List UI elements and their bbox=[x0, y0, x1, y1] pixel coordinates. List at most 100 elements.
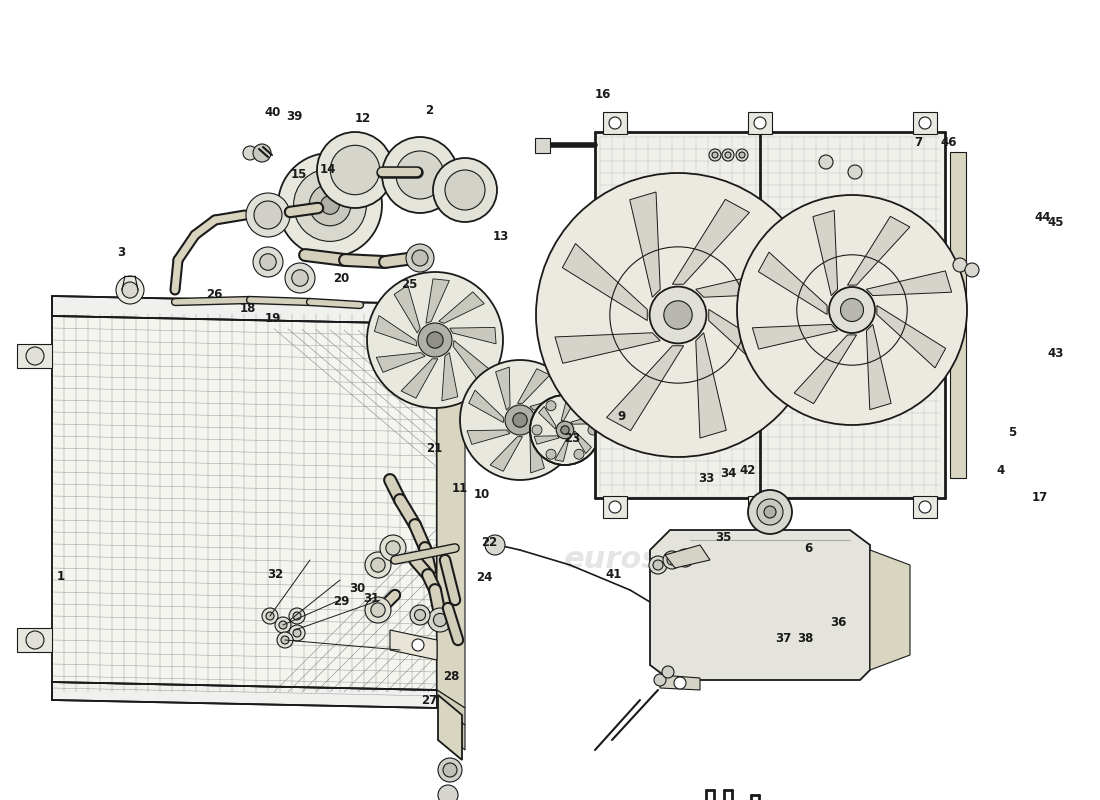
Polygon shape bbox=[530, 430, 544, 473]
Text: 37: 37 bbox=[776, 632, 791, 645]
Circle shape bbox=[320, 196, 340, 214]
Circle shape bbox=[561, 426, 569, 434]
Polygon shape bbox=[530, 395, 573, 410]
Circle shape bbox=[292, 270, 308, 286]
Circle shape bbox=[609, 117, 622, 129]
Bar bbox=[535, 138, 550, 153]
Text: 22: 22 bbox=[482, 536, 497, 549]
Circle shape bbox=[663, 551, 681, 569]
Text: 45: 45 bbox=[1047, 216, 1065, 229]
Polygon shape bbox=[561, 398, 575, 421]
Text: 31: 31 bbox=[364, 592, 380, 605]
Circle shape bbox=[918, 117, 931, 129]
Polygon shape bbox=[847, 216, 910, 285]
Text: 20: 20 bbox=[333, 272, 349, 285]
Circle shape bbox=[820, 155, 833, 169]
Text: 28: 28 bbox=[443, 670, 459, 682]
Circle shape bbox=[748, 490, 792, 534]
Polygon shape bbox=[439, 292, 484, 323]
Polygon shape bbox=[491, 437, 522, 471]
Text: 41: 41 bbox=[606, 568, 621, 581]
Circle shape bbox=[609, 501, 622, 513]
Polygon shape bbox=[442, 353, 458, 401]
Polygon shape bbox=[394, 285, 420, 333]
Polygon shape bbox=[867, 271, 952, 296]
Circle shape bbox=[122, 282, 138, 298]
Circle shape bbox=[505, 405, 535, 435]
Circle shape bbox=[574, 401, 584, 410]
Circle shape bbox=[266, 612, 274, 620]
Polygon shape bbox=[437, 690, 465, 725]
Circle shape bbox=[653, 560, 663, 570]
Polygon shape bbox=[450, 327, 496, 344]
Text: 11: 11 bbox=[452, 482, 468, 494]
Circle shape bbox=[289, 625, 305, 641]
Polygon shape bbox=[517, 369, 550, 403]
Circle shape bbox=[764, 506, 776, 518]
Circle shape bbox=[428, 608, 452, 632]
Circle shape bbox=[662, 666, 674, 678]
Text: 42: 42 bbox=[740, 464, 756, 477]
Circle shape bbox=[418, 323, 452, 357]
Circle shape bbox=[410, 605, 430, 625]
Polygon shape bbox=[468, 430, 510, 445]
Circle shape bbox=[710, 149, 720, 161]
Text: 21: 21 bbox=[427, 442, 442, 454]
Polygon shape bbox=[496, 367, 510, 410]
Polygon shape bbox=[708, 310, 793, 386]
Text: 35: 35 bbox=[716, 531, 732, 544]
Bar bbox=[603, 496, 627, 518]
Text: 24: 24 bbox=[476, 571, 492, 584]
Text: 44: 44 bbox=[1034, 211, 1050, 224]
Polygon shape bbox=[535, 436, 559, 444]
Circle shape bbox=[532, 425, 542, 435]
Text: 36: 36 bbox=[830, 616, 846, 629]
Bar bbox=[603, 112, 627, 134]
Text: eurospares: eurospares bbox=[563, 322, 757, 350]
Text: 12: 12 bbox=[355, 112, 371, 125]
Circle shape bbox=[277, 632, 293, 648]
Polygon shape bbox=[629, 192, 660, 298]
Circle shape bbox=[371, 603, 385, 617]
Polygon shape bbox=[442, 708, 465, 750]
Polygon shape bbox=[571, 416, 596, 424]
Circle shape bbox=[246, 193, 290, 237]
Circle shape bbox=[754, 501, 766, 513]
Circle shape bbox=[663, 301, 692, 330]
Circle shape bbox=[415, 610, 426, 621]
Polygon shape bbox=[52, 296, 437, 324]
Polygon shape bbox=[556, 439, 569, 462]
Polygon shape bbox=[574, 431, 592, 454]
Circle shape bbox=[546, 401, 556, 410]
Polygon shape bbox=[758, 252, 827, 314]
Circle shape bbox=[278, 153, 382, 257]
Circle shape bbox=[253, 247, 283, 277]
Circle shape bbox=[737, 195, 967, 425]
Polygon shape bbox=[556, 333, 660, 363]
Polygon shape bbox=[696, 266, 801, 298]
Circle shape bbox=[848, 165, 862, 179]
Circle shape bbox=[536, 173, 820, 457]
Circle shape bbox=[513, 413, 527, 427]
Circle shape bbox=[365, 597, 390, 623]
Polygon shape bbox=[660, 675, 700, 690]
Text: 43: 43 bbox=[1048, 347, 1064, 360]
Circle shape bbox=[406, 244, 434, 272]
Polygon shape bbox=[52, 682, 437, 708]
Circle shape bbox=[412, 639, 424, 651]
Circle shape bbox=[680, 553, 690, 563]
Circle shape bbox=[293, 629, 301, 637]
Bar bbox=[913, 496, 937, 518]
Text: 7: 7 bbox=[914, 136, 923, 149]
Polygon shape bbox=[794, 335, 857, 404]
Polygon shape bbox=[562, 243, 647, 321]
Text: 23: 23 bbox=[564, 432, 580, 445]
Circle shape bbox=[433, 614, 447, 626]
Text: 15: 15 bbox=[292, 168, 307, 181]
Polygon shape bbox=[870, 550, 910, 670]
Circle shape bbox=[293, 612, 301, 620]
Circle shape bbox=[739, 152, 745, 158]
Circle shape bbox=[829, 287, 874, 333]
Polygon shape bbox=[374, 315, 417, 346]
Polygon shape bbox=[437, 304, 465, 708]
